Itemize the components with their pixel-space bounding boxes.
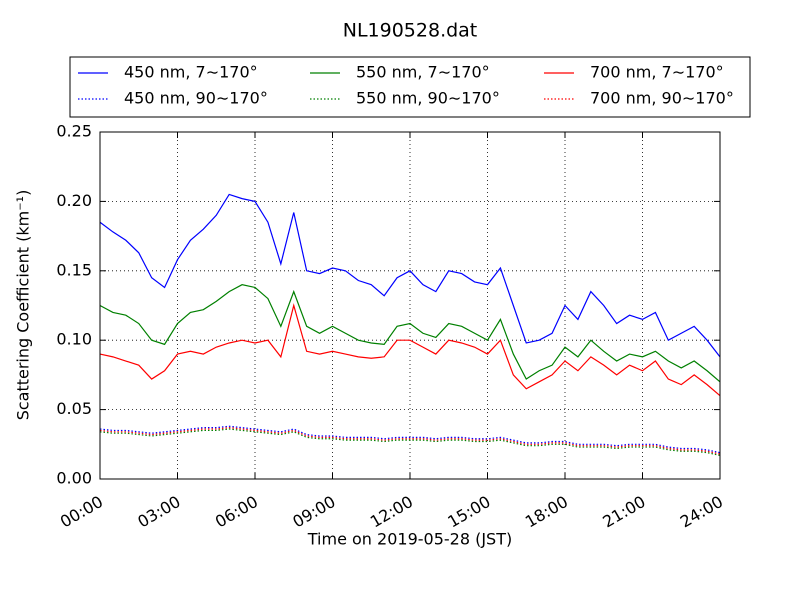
- legend-label: 700 nm, 7∼170°: [590, 63, 724, 82]
- y-tick-label: 0.00: [56, 469, 92, 488]
- legend-label: 700 nm, 90∼170°: [590, 89, 734, 108]
- legend-label: 550 nm, 90∼170°: [356, 89, 500, 108]
- y-tick-label: 0.25: [56, 122, 92, 141]
- y-tick-label: 0.05: [56, 399, 92, 418]
- chart-title: NL190528.dat: [343, 20, 478, 42]
- data-line: [99, 428, 721, 456]
- y-tick-label: 0.15: [56, 260, 92, 279]
- y-tick-label: 0.10: [56, 330, 92, 349]
- y-tick-label: 0.20: [56, 191, 92, 210]
- data-line: [99, 193, 721, 358]
- legend-label: 450 nm, 7∼170°: [124, 63, 258, 82]
- data-line: [99, 303, 721, 397]
- data-line: [99, 427, 721, 455]
- data-line: [99, 284, 721, 383]
- legend: [69, 56, 751, 118]
- legend-label: 450 nm, 90∼170°: [124, 89, 268, 108]
- plot-frame: [99, 131, 721, 480]
- x-axis-label: Time on 2019-05-28 (JST): [307, 530, 512, 549]
- legend-label: 550 nm, 7∼170°: [356, 63, 490, 82]
- y-axis-label: Scattering Coefficient (km⁻¹): [14, 190, 33, 421]
- data-line: [99, 425, 721, 454]
